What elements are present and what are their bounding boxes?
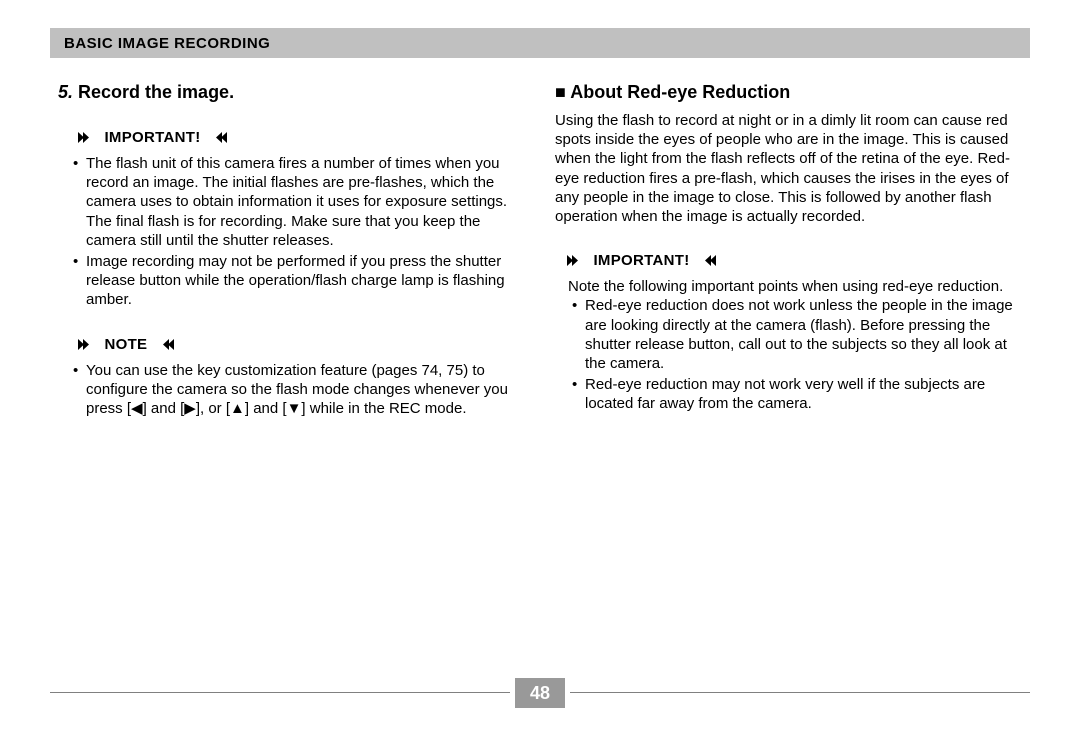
note-text-p3: ], or [	[196, 400, 230, 417]
important-heading-left: IMPORTANT!	[56, 129, 525, 146]
double-marker-right-icon	[567, 255, 589, 266]
step-title-text: Record the image.	[78, 82, 234, 102]
list-item: Red-eye reduction may not work very well…	[585, 375, 1024, 413]
note-heading: NOTE	[56, 336, 525, 353]
note-label: NOTE	[104, 336, 147, 353]
left-column: 5. Record the image. IMPORTANT! The flas…	[56, 70, 525, 420]
note-text-p5: ] while in the REC mode.	[301, 400, 466, 417]
footer-rule-right	[570, 692, 1030, 693]
important-label-right: IMPORTANT!	[593, 252, 689, 269]
left-triangle-icon: ◀	[131, 400, 143, 417]
double-marker-left-icon	[152, 339, 174, 350]
important-label-left: IMPORTANT!	[104, 129, 200, 146]
right-column: ■ About Red-eye Reduction Using the flas…	[555, 70, 1024, 420]
step-title: 5. Record the image.	[56, 82, 525, 103]
important-bullets-left: The flash unit of this camera fires a nu…	[56, 154, 525, 310]
double-marker-left-icon	[694, 255, 716, 266]
down-triangle-icon: ▼	[287, 400, 302, 417]
about-heading: ■ About Red-eye Reduction	[555, 82, 1024, 103]
section-header-title: BASIC IMAGE RECORDING	[64, 35, 270, 52]
list-item: The flash unit of this camera fires a nu…	[86, 154, 525, 250]
up-triangle-icon: ▲	[230, 400, 245, 417]
important-bullets-right: Red-eye reduction does not work unless t…	[555, 296, 1024, 413]
footer-rule-left	[50, 692, 510, 693]
list-item: Image recording may not be performed if …	[86, 252, 525, 310]
about-intro-paragraph: Using the flash to record at night or in…	[555, 111, 1024, 226]
important-heading-right: IMPORTANT!	[555, 252, 1024, 269]
step-number: 5.	[58, 82, 73, 102]
square-bullet-icon: ■	[555, 82, 566, 102]
note-text-p4: ] and [	[245, 400, 287, 417]
double-marker-left-icon	[205, 132, 227, 143]
double-marker-right-icon	[78, 132, 100, 143]
list-item: You can use the key customization featur…	[86, 361, 525, 419]
important-intro-right: Note the following important points when…	[555, 277, 1024, 296]
content-columns: 5. Record the image. IMPORTANT! The flas…	[56, 70, 1024, 420]
about-heading-text: About Red-eye Reduction	[570, 82, 790, 102]
note-text-p2: ] and [	[143, 400, 185, 417]
page-number: 48	[530, 683, 550, 704]
right-triangle-icon: ▶	[184, 400, 196, 417]
note-bullets: You can use the key customization featur…	[56, 361, 525, 419]
double-marker-right-icon	[78, 339, 100, 350]
page-footer: 48	[50, 678, 1030, 708]
page-number-box: 48	[515, 678, 565, 708]
section-header-band: BASIC IMAGE RECORDING	[50, 28, 1030, 58]
list-item: Red-eye reduction does not work unless t…	[585, 296, 1024, 373]
